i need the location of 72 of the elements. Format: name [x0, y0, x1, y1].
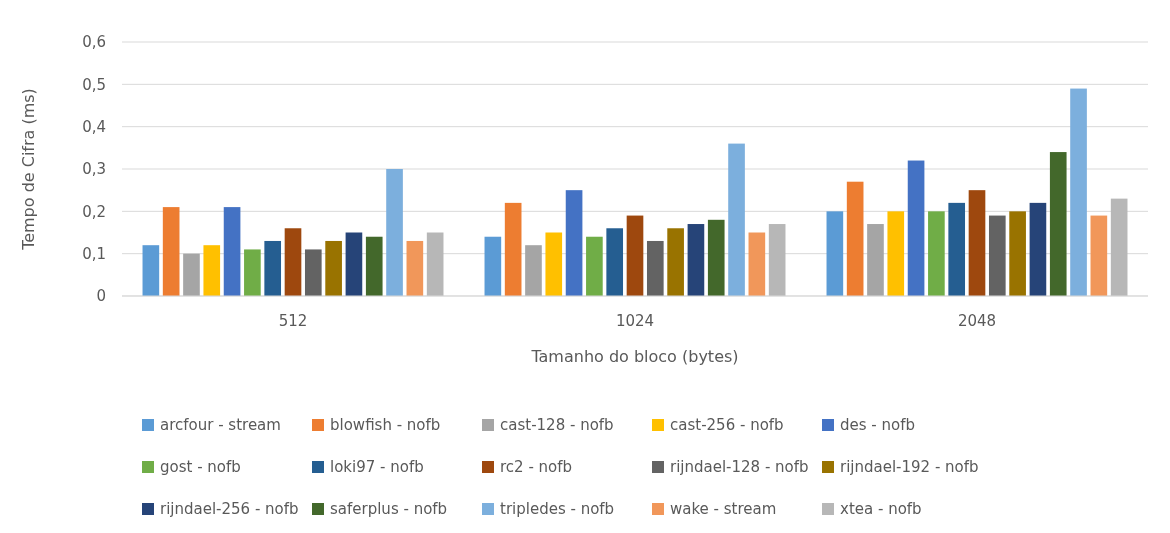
legend-label: xtea - nofb: [840, 500, 922, 519]
legend-label: rijndael-256 - nofb: [160, 500, 299, 519]
y-tick-label: 0,3: [82, 160, 106, 179]
legend-label: loki97 - nofb: [330, 458, 424, 477]
bar: [525, 245, 542, 296]
bar: [565, 190, 583, 296]
legend-label: blowfish - nofb: [330, 416, 441, 435]
legend-label: wake - stream: [670, 500, 777, 519]
bar: [887, 211, 905, 296]
legend-label: cast-256 - nofb: [670, 416, 784, 435]
bar: [203, 245, 221, 296]
bar: [1110, 198, 1128, 296]
bar: [626, 215, 644, 296]
y-tick-label: 0: [96, 287, 106, 306]
bar: [1009, 211, 1026, 296]
x-tick-label: 1024: [615, 312, 655, 330]
bar: [386, 169, 403, 296]
bar: [928, 211, 945, 296]
legend-label: gost - nofb: [160, 458, 241, 477]
legend-label: saferplus - nofb: [330, 500, 448, 519]
legend-label: rijndael-128 - nofb: [670, 458, 809, 477]
bar: [968, 190, 986, 296]
bar: [1090, 215, 1108, 296]
bar: [345, 232, 363, 296]
x-tick-label: 512: [278, 312, 308, 330]
y-tick-label: 0,4: [82, 117, 106, 136]
y-tick-label: 0,5: [82, 75, 106, 94]
bar: [586, 236, 603, 296]
bar: [748, 232, 766, 296]
bar: [183, 253, 200, 296]
bar: [545, 232, 563, 296]
legend-label: arcfour - stream: [160, 416, 281, 435]
bar: [142, 245, 160, 296]
bar: [426, 232, 444, 296]
legend-label: cast-128 - nofb: [500, 416, 614, 435]
bar: [768, 224, 786, 296]
bar: [988, 215, 1006, 296]
legend-label: rc2 - nofb: [500, 458, 573, 477]
bar: [406, 240, 424, 296]
bar: [1029, 202, 1047, 296]
bar: [264, 240, 282, 296]
y-tick-label: 0,1: [82, 244, 106, 263]
x-axis-title: Tamanho do bloco (bytes): [530, 347, 739, 366]
bar: [606, 228, 624, 296]
bar: [687, 224, 705, 296]
bar: [244, 249, 261, 296]
bar: [484, 236, 502, 296]
bar: [846, 181, 864, 296]
y-axis-title: Tempo de Cifra (ms): [19, 88, 38, 251]
bar: [162, 207, 180, 296]
bar: [667, 228, 684, 296]
bar: [325, 240, 342, 296]
legend-label: des - nofb: [840, 416, 915, 435]
x-tick-label: 2048: [957, 312, 997, 330]
y-tick-label: 0,2: [82, 202, 106, 221]
bar: [948, 202, 966, 296]
y-tick-label: 0,6: [82, 33, 106, 52]
legend-label: tripledes - nofb: [500, 500, 615, 519]
bar: [728, 143, 745, 296]
bar: [504, 202, 522, 296]
bar: [223, 207, 241, 296]
bar: [646, 240, 664, 296]
bar: [907, 160, 925, 296]
legend-label: rijndael-192 - nofb: [840, 458, 979, 477]
bar: [284, 228, 302, 296]
bar: [304, 249, 322, 296]
bar: [826, 211, 844, 296]
bar: [707, 219, 725, 296]
bar: [867, 224, 884, 296]
bar: [1070, 88, 1087, 296]
bar: [1049, 152, 1067, 296]
bar: [365, 236, 383, 296]
